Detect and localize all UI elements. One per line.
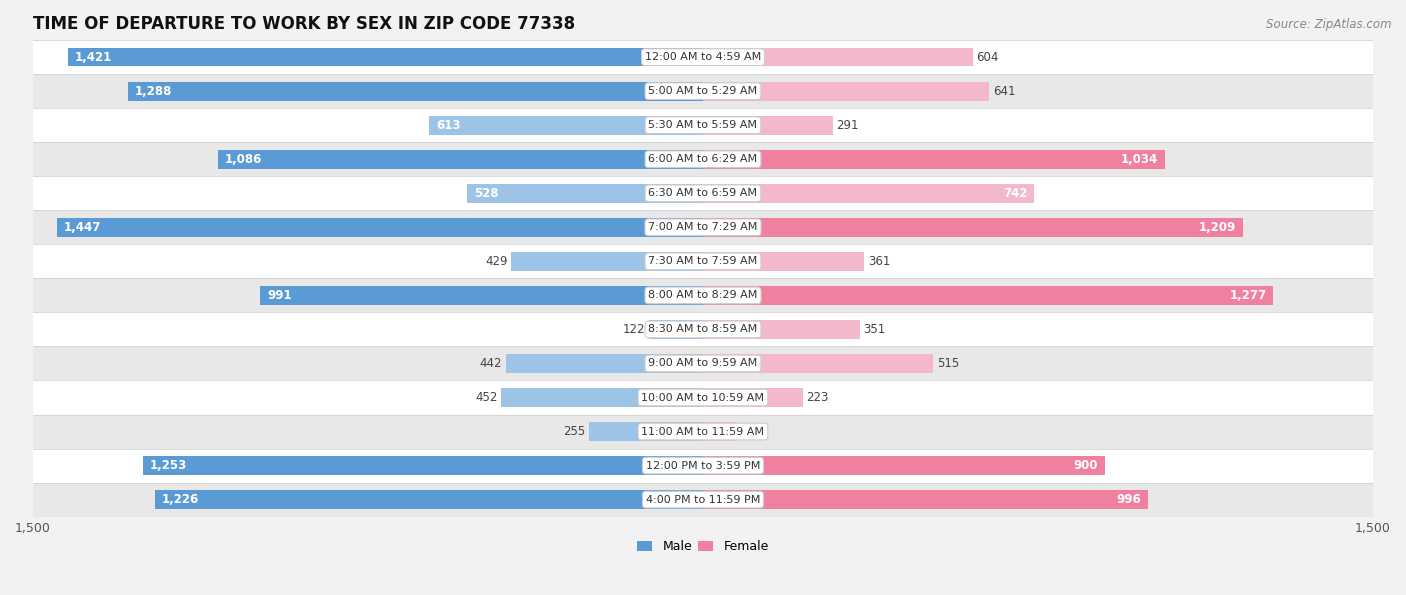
Text: 223: 223 (806, 391, 828, 404)
Bar (32, 278, 1374, 312)
Text: 7:30 AM to 7:59 AM: 7:30 AM to 7:59 AM (648, 256, 758, 267)
Bar (128, 82, 703, 101)
Bar (260, 286, 703, 305)
Text: 742: 742 (1004, 187, 1028, 200)
Text: 6:30 AM to 6:59 AM: 6:30 AM to 6:59 AM (648, 188, 758, 198)
Text: 900: 900 (1074, 459, 1098, 472)
Text: 6:00 AM to 6:29 AM: 6:00 AM to 6:29 AM (648, 154, 758, 164)
Text: 361: 361 (868, 255, 890, 268)
Bar (703, 456, 1105, 475)
Bar (467, 184, 703, 203)
Text: 122: 122 (623, 323, 645, 336)
Bar (703, 218, 1243, 237)
Bar (589, 422, 703, 441)
Text: 1,447: 1,447 (63, 221, 101, 234)
Bar (143, 456, 703, 475)
Text: 1,086: 1,086 (225, 153, 262, 166)
Text: 1,288: 1,288 (135, 84, 172, 98)
Bar (56, 218, 703, 237)
Bar (512, 252, 703, 271)
Bar (703, 354, 934, 373)
Text: 991: 991 (267, 289, 291, 302)
Text: 1,209: 1,209 (1199, 221, 1236, 234)
Text: 452: 452 (475, 391, 498, 404)
Bar (703, 286, 1274, 305)
Bar (506, 354, 703, 373)
Text: 8:30 AM to 8:59 AM: 8:30 AM to 8:59 AM (648, 324, 758, 334)
Bar (32, 108, 1374, 142)
Text: 528: 528 (474, 187, 499, 200)
Bar (703, 490, 1147, 509)
Text: 9:00 AM to 9:59 AM: 9:00 AM to 9:59 AM (648, 358, 758, 368)
Text: TIME OF DEPARTURE TO WORK BY SEX IN ZIP CODE 77338: TIME OF DEPARTURE TO WORK BY SEX IN ZIP … (32, 15, 575, 33)
Legend: Male, Female: Male, Female (633, 535, 773, 558)
Bar (32, 245, 1374, 278)
Bar (703, 388, 803, 407)
Text: 613: 613 (436, 119, 460, 131)
Bar (32, 312, 1374, 346)
Text: 10:00 AM to 10:59 AM: 10:00 AM to 10:59 AM (641, 393, 765, 402)
Bar (703, 184, 1035, 203)
Text: 255: 255 (564, 425, 585, 438)
Text: 1,421: 1,421 (75, 51, 112, 64)
Bar (32, 40, 1374, 74)
Bar (703, 252, 865, 271)
Bar (703, 48, 973, 67)
Bar (32, 210, 1374, 245)
Bar (218, 150, 703, 168)
Bar (32, 74, 1374, 108)
Text: 351: 351 (863, 323, 886, 336)
Text: Source: ZipAtlas.com: Source: ZipAtlas.com (1267, 18, 1392, 31)
Bar (703, 320, 860, 339)
Text: 73: 73 (740, 425, 754, 438)
Text: 5:00 AM to 5:29 AM: 5:00 AM to 5:29 AM (648, 86, 758, 96)
Bar (429, 116, 703, 134)
Text: 291: 291 (837, 119, 859, 131)
Text: 604: 604 (976, 51, 998, 64)
Bar (703, 82, 990, 101)
Text: 12:00 AM to 4:59 AM: 12:00 AM to 4:59 AM (645, 52, 761, 62)
Bar (32, 483, 1374, 516)
Bar (703, 422, 735, 441)
Text: 515: 515 (936, 357, 959, 370)
Text: 8:00 AM to 8:29 AM: 8:00 AM to 8:29 AM (648, 290, 758, 300)
Bar (648, 320, 703, 339)
Text: 4:00 PM to 11:59 PM: 4:00 PM to 11:59 PM (645, 494, 761, 505)
Bar (32, 415, 1374, 449)
Text: 11:00 AM to 11:59 AM: 11:00 AM to 11:59 AM (641, 427, 765, 437)
Text: 1,226: 1,226 (162, 493, 200, 506)
Bar (32, 142, 1374, 176)
Bar (69, 48, 703, 67)
Bar (32, 449, 1374, 483)
Bar (155, 490, 703, 509)
Bar (32, 380, 1374, 415)
Text: 1,277: 1,277 (1230, 289, 1267, 302)
Bar (501, 388, 703, 407)
Text: 429: 429 (485, 255, 508, 268)
Text: 1,034: 1,034 (1121, 153, 1159, 166)
Text: 442: 442 (479, 357, 502, 370)
Text: 7:00 AM to 7:29 AM: 7:00 AM to 7:29 AM (648, 223, 758, 232)
Text: 12:00 PM to 3:59 PM: 12:00 PM to 3:59 PM (645, 461, 761, 471)
Text: 996: 996 (1116, 493, 1142, 506)
Text: 1,253: 1,253 (150, 459, 187, 472)
Bar (32, 176, 1374, 210)
Bar (703, 150, 1166, 168)
Text: 641: 641 (993, 84, 1015, 98)
Bar (32, 346, 1374, 380)
Bar (703, 116, 832, 134)
Text: 5:30 AM to 5:59 AM: 5:30 AM to 5:59 AM (648, 120, 758, 130)
